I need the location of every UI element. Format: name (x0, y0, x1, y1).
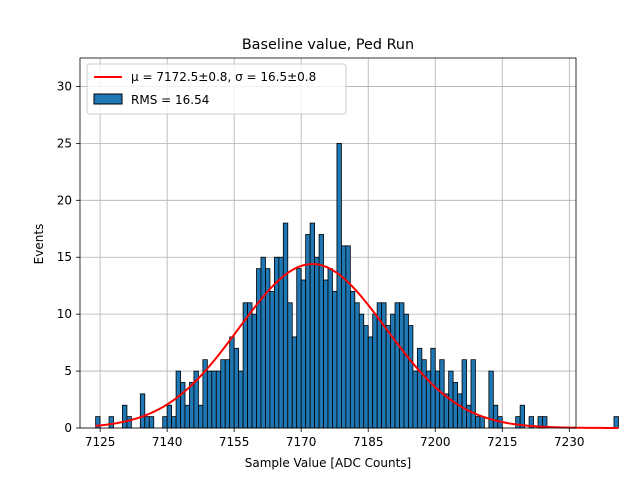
histogram-bar (345, 245, 351, 429)
y-tick-label: 0 (64, 421, 72, 435)
legend: μ = 7172.5±0.8, σ = 16.5±0.8 RMS = 16.54 (86, 63, 347, 115)
histogram-bar (229, 336, 235, 429)
histogram-bar (224, 359, 231, 429)
histogram-bar (122, 404, 128, 429)
histogram-bar (206, 370, 213, 429)
histogram-bar (381, 302, 387, 429)
histogram-bar (385, 325, 391, 429)
x-tick-label: 7140 (152, 435, 183, 449)
histogram-bar (421, 359, 427, 429)
histogram-bar (148, 416, 155, 429)
x-tick-label: 7170 (286, 435, 317, 449)
histogram-bar (457, 393, 463, 429)
histogram-bar (247, 302, 253, 429)
histogram-bar (278, 256, 284, 429)
gaussian-fit-curve (95, 263, 619, 429)
histogram-bar (126, 416, 132, 429)
x-tick-label: 7155 (219, 435, 250, 449)
histogram-bar (139, 393, 146, 429)
histogram-bar (180, 382, 186, 429)
histogram-bar (189, 382, 195, 429)
y-tick-label: 30 (57, 79, 72, 93)
legend-fit-label: μ = 7172.5±0.8, σ = 16.5±0.8 (131, 70, 316, 84)
histogram-bar (515, 416, 521, 429)
histogram-bar (211, 370, 217, 429)
histogram-bar (171, 416, 177, 429)
histogram-bar (372, 313, 378, 429)
histogram-bar (318, 234, 324, 429)
legend-box (86, 63, 347, 115)
histogram-bar (452, 382, 458, 429)
histogram-bar (220, 359, 226, 429)
histogram-bar (408, 325, 414, 429)
x-tick-label: 7185 (353, 435, 384, 449)
histogram-bar (367, 336, 374, 429)
histogram-bar (144, 416, 150, 429)
histogram-bar (399, 302, 405, 429)
histogram-bar (300, 279, 307, 429)
histogram-bar (323, 279, 329, 429)
histogram-bar (358, 313, 365, 429)
histogram-bar (403, 313, 409, 429)
histogram-bar (238, 370, 244, 429)
histogram-bar (256, 268, 262, 429)
histogram-bar (198, 404, 204, 429)
histogram-bar (269, 290, 275, 429)
histogram-bar (461, 359, 467, 429)
x-tick-label: 7200 (420, 435, 451, 449)
x-axis-ticks: 7125 7140 7155 7170 7185 7200 7215 7230 (85, 428, 585, 449)
histogram-bar (390, 313, 396, 429)
x-tick-label: 7125 (85, 435, 116, 449)
histogram-bar (251, 313, 257, 429)
chart-title: Baseline value, Ped Run (242, 37, 414, 53)
y-axis-label: Events (32, 224, 46, 265)
histogram-bar (341, 245, 347, 429)
histogram-bar (162, 416, 168, 429)
histogram-bar (287, 302, 293, 429)
histogram-bar (475, 416, 481, 429)
histogram-bar (291, 336, 298, 429)
legend-hist-label: RMS = 16.54 (131, 93, 209, 107)
histogram-bar (434, 370, 441, 429)
histogram-bar (470, 359, 476, 429)
histogram-bar (336, 142, 342, 429)
histogram-bar (613, 416, 619, 429)
histogram-bar (430, 347, 436, 429)
y-tick-label: 25 (57, 136, 72, 150)
histogram-bar (184, 404, 190, 429)
histogram-bar (108, 416, 114, 429)
histogram-bar (492, 404, 499, 429)
histogram-bar (314, 256, 320, 429)
y-tick-label: 15 (57, 250, 72, 264)
histogram-bar (296, 268, 302, 429)
histogram-bar (175, 370, 181, 429)
histogram-bar (215, 370, 222, 429)
x-axis-label: Sample Value [ADC Counts] (245, 456, 411, 470)
histogram-bar (332, 290, 338, 429)
histogram-bar (412, 370, 418, 429)
y-tick-label: 10 (57, 307, 72, 321)
plot-frame (79, 57, 577, 429)
histogram-bar (394, 302, 400, 429)
histogram-bar (354, 302, 360, 429)
histogram-bar (166, 404, 173, 429)
y-tick-label: 5 (64, 364, 72, 378)
y-axis-ticks: 0 5 10 15 20 25 30 (57, 79, 80, 435)
y-tick-label: 20 (57, 193, 72, 207)
histogram-bar (466, 404, 472, 429)
histogram-bar (416, 347, 423, 429)
histogram-bar (309, 222, 315, 429)
legend-hist-swatch (93, 93, 123, 105)
histogram-bar (363, 325, 369, 429)
histogram-bar (479, 416, 485, 429)
histogram-bar (282, 222, 289, 429)
histogram-bar (260, 256, 266, 429)
x-tick-label: 7230 (554, 435, 585, 449)
histogram-bar (327, 268, 333, 429)
x-tick-label: 7215 (487, 435, 518, 449)
histogram-bar (233, 347, 240, 429)
histogram-bar (349, 290, 356, 429)
